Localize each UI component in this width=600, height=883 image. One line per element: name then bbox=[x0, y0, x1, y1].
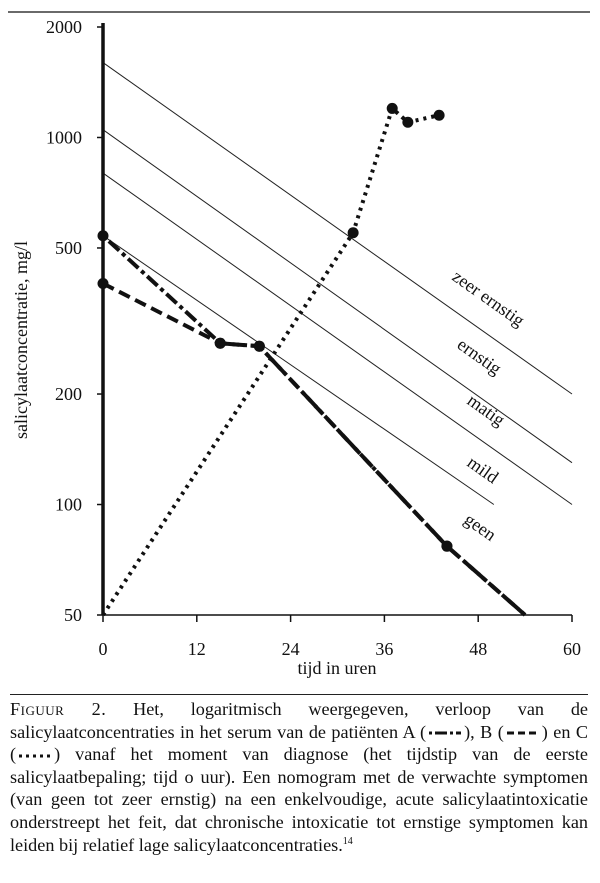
y-tick-label-2: 200 bbox=[55, 384, 82, 404]
series-line-C bbox=[101, 104, 440, 617]
series-C-point-0 bbox=[347, 227, 359, 239]
caption-text-2: ), B ( bbox=[464, 721, 504, 742]
series-A-point-0 bbox=[97, 230, 109, 242]
y-tick-label-4: 1000 bbox=[46, 127, 82, 147]
nomogram-line-0 bbox=[102, 62, 573, 395]
zone-label-2: matig bbox=[464, 390, 509, 430]
caption-text-1: Het, logaritmisch weergegeven, verloop v… bbox=[10, 699, 589, 742]
zone-label-1: ernstig bbox=[454, 334, 506, 379]
caption-text-4: ) vanaf het moment van diagnose (het tij… bbox=[10, 744, 588, 855]
y-tick-label-0: 50 bbox=[64, 605, 82, 625]
nomogram-line-3 bbox=[102, 235, 495, 505]
series-B-point-2 bbox=[253, 340, 265, 352]
x-tick-label-2: 24 bbox=[282, 639, 300, 659]
caption-reference: 14 bbox=[342, 835, 353, 847]
caption-text-3: ) en C ( bbox=[10, 721, 588, 765]
series-line-B bbox=[102, 281, 527, 617]
key-dotted bbox=[19, 754, 52, 758]
key-dashed bbox=[506, 731, 539, 735]
y-tick-label-5: 2000 bbox=[46, 17, 82, 37]
series-B-point-3 bbox=[441, 540, 453, 552]
figure-caption: Figuur 2. Het, logaritmisch weergegeven,… bbox=[10, 698, 588, 856]
series-C-point-2 bbox=[402, 116, 414, 128]
zone-label-4: geen bbox=[461, 509, 500, 545]
y-tick-label-1: 100 bbox=[55, 495, 82, 515]
caption-lead: Figuur 2. bbox=[10, 699, 107, 719]
zone-label-3: mild bbox=[464, 452, 503, 487]
x-tick-label-4: 48 bbox=[469, 639, 487, 659]
key-dash-dot bbox=[429, 731, 462, 735]
y-tick-label-3: 500 bbox=[55, 238, 82, 258]
x-tick-label-1: 12 bbox=[188, 639, 206, 659]
nomogram-line-2 bbox=[102, 172, 573, 505]
series-B-point-1 bbox=[214, 337, 226, 349]
x-axis-label: tijd in uren bbox=[298, 658, 377, 678]
x-tick-label-3: 36 bbox=[375, 639, 393, 659]
x-tick-label-0: 0 bbox=[99, 639, 108, 659]
series-C-point-3 bbox=[433, 109, 445, 121]
x-tick-label-5: 60 bbox=[563, 639, 581, 659]
caption-divider bbox=[10, 694, 588, 695]
series-C-point-1 bbox=[386, 102, 398, 114]
series-B-point-0 bbox=[97, 278, 109, 290]
y-axis-label: salicylaatconcentratie, mg/l bbox=[11, 241, 31, 439]
nomogram-line-1 bbox=[102, 129, 573, 464]
zone-label-0: zeer ernstig bbox=[449, 266, 529, 330]
